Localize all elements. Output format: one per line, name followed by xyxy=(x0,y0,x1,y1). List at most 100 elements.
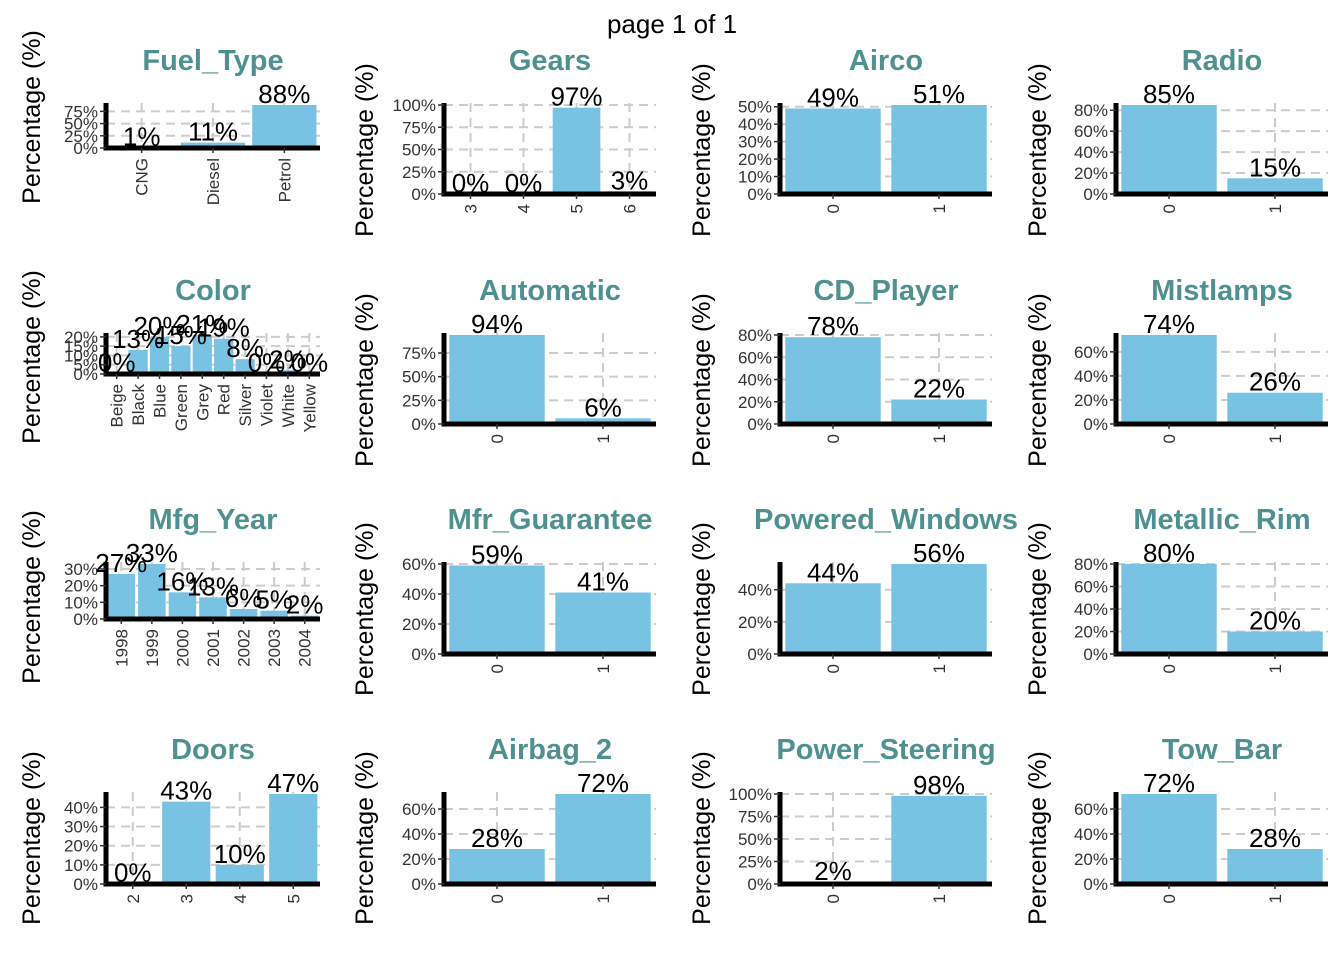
cd-player-x-tick-label: 1 xyxy=(930,434,949,443)
power-steering-bar-1 xyxy=(891,795,987,884)
airco-y-tick-label: 40% xyxy=(738,115,772,134)
color-y-tick-label: 20% xyxy=(64,328,98,347)
gears-y-tick-label: 75% xyxy=(402,118,436,137)
panel-metallic-rim: Metallic_Rim Percentage (%) 0% 20% 40% 60% 80%… xyxy=(1024,504,1328,696)
automatic-data-label: 6% xyxy=(584,392,622,422)
panel-automatic: Automatic Percentage (%) 0% 25% 50% 75% 0 1 94% 6… xyxy=(351,275,656,467)
radio-bar-1 xyxy=(1227,178,1323,194)
mfr-guarantee-y-tick-label: 40% xyxy=(402,585,436,604)
airbag-2-y-tick-label: 20% xyxy=(402,850,436,869)
panel-airco: Airco Percentage (%) 0%10%20%30%40%50% 0 1 49… xyxy=(688,45,992,237)
mfr-guarantee-x-tick-label: 1 xyxy=(594,664,613,673)
color-y-tick-label: 0% xyxy=(73,365,98,384)
cd-player-y-tick-label: 0% xyxy=(747,415,772,434)
tow-bar-x-tick-label: 0 xyxy=(1160,894,1179,903)
power-steering-y-tick-label: 50% xyxy=(738,830,772,849)
fuel-type-data-label: 1% xyxy=(123,122,161,152)
automatic-data-label: 94% xyxy=(471,309,523,339)
radio-data-label: 85% xyxy=(1143,79,1195,109)
color-x-tick-label: Blue xyxy=(151,384,170,418)
gears-x-tick-label: 5 xyxy=(568,204,587,213)
color-x-tick-label: Black xyxy=(129,384,148,426)
metallic-rim-y-tick-label: 20% xyxy=(1074,623,1108,642)
doors-x-tick-label: 2 xyxy=(124,894,143,903)
panel-power-steering: Power_Steering Percentage (%) 0% 25% 50% 75% 1… xyxy=(688,734,996,925)
doors-bar-5 xyxy=(269,794,318,884)
powered-windows-y-axis-label: Percentage (%) xyxy=(688,522,716,696)
airbag-2-x-tick-label: 0 xyxy=(488,894,507,903)
tow-bar-x-tick-label: 1 xyxy=(1266,894,1285,903)
automatic-bar-1 xyxy=(555,418,651,424)
mistlamps-x-tick-label: 1 xyxy=(1266,434,1285,443)
airco-data-label: 51% xyxy=(913,79,965,109)
airbag-2-bar-1 xyxy=(555,794,651,884)
airco-y-tick-label: 20% xyxy=(738,150,772,169)
gears-title: Gears xyxy=(509,45,591,77)
automatic-y-axis-label: Percentage (%) xyxy=(351,293,379,467)
airco-x-tick-label: 0 xyxy=(824,204,843,213)
metallic-rim-y-tick-label: 80% xyxy=(1074,555,1108,574)
mfg-year-title: Mfg_Year xyxy=(149,504,278,536)
airbag-2-data-label: 72% xyxy=(577,768,629,798)
color-x-tick-label: Red xyxy=(215,384,234,415)
airbag-2-y-tick-label: 60% xyxy=(402,800,436,819)
gears-data-label: 0% xyxy=(452,168,490,198)
gears-y-tick-label: 25% xyxy=(402,163,436,182)
mistlamps-y-tick-label: 60% xyxy=(1074,343,1108,362)
airbag-2-y-tick-label: 0% xyxy=(411,875,436,894)
tow-bar-y-tick-label: 40% xyxy=(1074,825,1108,844)
powered-windows-y-tick-label: 20% xyxy=(738,613,772,632)
mfg-year-x-tick-label: 2000 xyxy=(173,629,192,667)
doors-x-tick-label: 5 xyxy=(284,894,303,903)
airco-bar-0 xyxy=(785,108,881,194)
mfg-year-x-tick-label: 2004 xyxy=(296,629,315,667)
tow-bar-data-label: 72% xyxy=(1143,768,1195,798)
radio-y-tick-label: 60% xyxy=(1074,122,1108,141)
power-steering-data-label: 2% xyxy=(814,856,852,886)
mistlamps-data-label: 26% xyxy=(1249,367,1301,397)
color-bar-black xyxy=(128,349,148,374)
color-data-label: 2% xyxy=(269,344,307,374)
mistlamps-x-tick-label: 0 xyxy=(1160,434,1179,443)
power-steering-x-tick-label: 0 xyxy=(824,894,843,903)
cd-player-bar-0 xyxy=(785,337,881,424)
color-y-tick-label: 10% xyxy=(64,346,98,365)
color-x-tick-label: White xyxy=(279,384,298,427)
airbag-2-bar-0 xyxy=(449,849,545,884)
powered-windows-y-tick-label: 0% xyxy=(747,645,772,664)
radio-bar-0 xyxy=(1121,105,1217,194)
cd-player-y-axis-label: Percentage (%) xyxy=(688,293,716,467)
mfr-guarantee-y-tick-label: 0% xyxy=(411,645,436,664)
mfg-year-y-tick-label: 20% xyxy=(64,577,98,596)
fuel-type-y-tick-label: 25% xyxy=(64,127,98,146)
color-x-tick-label: Yellow xyxy=(300,383,319,432)
mfg-year-bar-2000 xyxy=(168,592,197,619)
color-data-label: 20% xyxy=(133,311,185,341)
metallic-rim-bar-1 xyxy=(1227,631,1323,654)
radio-y-tick-label: 0% xyxy=(1083,185,1108,204)
powered-windows-y-tick-label: 40% xyxy=(738,581,772,600)
power-steering-y-axis-label: Percentage (%) xyxy=(688,751,716,925)
tow-bar-y-tick-label: 0% xyxy=(1083,875,1108,894)
power-steering-y-tick-label: 25% xyxy=(738,853,772,872)
panel-radio: Radio Percentage (%) 0% 20% 40% 60% 80% 0 1 85% 15… xyxy=(1024,45,1328,237)
color-bar-silver xyxy=(235,359,255,374)
fuel-type-x-tick-label: Petrol xyxy=(275,158,294,202)
metallic-rim-title: Metallic_Rim xyxy=(1133,504,1310,536)
panel-gears: Gears Percentage (%) 0% 25% 50% 75% 100% 3 4 5 6 0%… xyxy=(351,45,656,237)
airco-bar-1 xyxy=(891,105,987,194)
doors-data-label: 43% xyxy=(160,776,212,806)
tow-bar-data-label: 28% xyxy=(1249,823,1301,853)
fuel-type-data-label: 88% xyxy=(258,79,310,109)
mfg-year-bar-2003 xyxy=(260,610,288,619)
cd-player-data-label: 22% xyxy=(913,374,965,404)
tow-bar-y-tick-label: 20% xyxy=(1074,850,1108,869)
panel-cd-player: CD_Player Percentage (%) 0% 20% 40% 60% 80% 0 1 7… xyxy=(688,275,992,467)
gears-x-tick-label: 3 xyxy=(462,204,481,213)
mfr-guarantee-x-tick-label: 0 xyxy=(488,664,507,673)
fuel-type-bar-petrol xyxy=(252,105,317,148)
fuel-type-y-tick-label: 75% xyxy=(64,102,98,121)
cd-player-y-tick-label: 80% xyxy=(738,326,772,345)
mfr-guarantee-bar-0 xyxy=(449,565,545,654)
doors-y-tick-label: 10% xyxy=(64,856,98,875)
